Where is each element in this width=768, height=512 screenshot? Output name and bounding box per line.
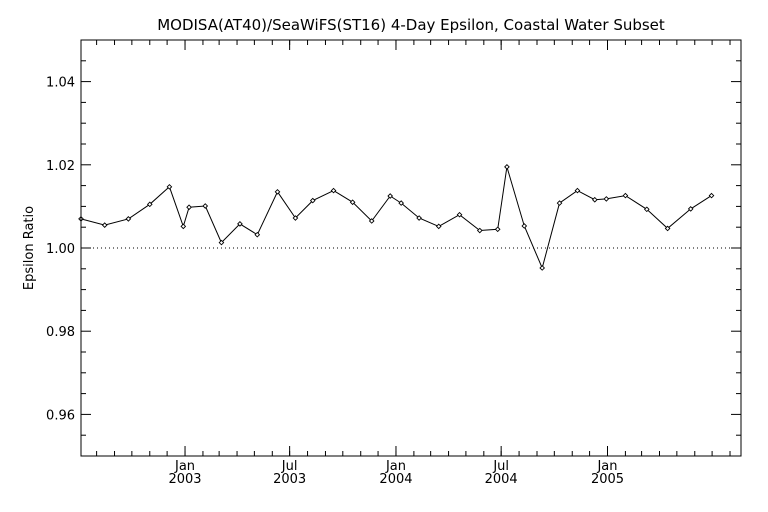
x-tick-month-label: Jan bbox=[174, 459, 195, 474]
data-point bbox=[398, 200, 405, 206]
data-point bbox=[603, 196, 610, 202]
data-point bbox=[539, 265, 546, 271]
data-point bbox=[330, 187, 337, 194]
data-point bbox=[521, 223, 528, 229]
series-layer bbox=[78, 164, 715, 271]
data-point bbox=[349, 199, 356, 206]
x-tick-month-label: Jan bbox=[385, 459, 406, 474]
data-point bbox=[687, 206, 694, 212]
data-point bbox=[387, 193, 394, 199]
data-point bbox=[101, 222, 108, 228]
data-point bbox=[556, 200, 563, 206]
x-tick-month-label: Jul bbox=[492, 459, 509, 474]
plot-frame bbox=[80, 39, 742, 457]
x-tick-year-label: 2004 bbox=[485, 472, 518, 487]
data-point bbox=[202, 203, 209, 209]
x-tick-month-label: Jul bbox=[281, 459, 298, 474]
chart-title: MODISA(AT40)/SeaWiFS(ST16) 4-Day Epsilon… bbox=[157, 16, 665, 34]
y-axis-label: Epsilon Ratio bbox=[22, 206, 37, 290]
x-tick-year-label: 2004 bbox=[379, 472, 412, 487]
data-point bbox=[292, 215, 299, 221]
data-point bbox=[218, 239, 225, 246]
x-tick-year-label: 2003 bbox=[168, 472, 201, 487]
series-line bbox=[80, 166, 712, 270]
data-point bbox=[186, 204, 192, 211]
data-point bbox=[504, 164, 510, 170]
x-tick-year-label: 2005 bbox=[591, 472, 624, 487]
data-point bbox=[237, 221, 243, 227]
data-point bbox=[180, 223, 187, 230]
y-tick-label: 1.00 bbox=[46, 242, 75, 257]
data-point bbox=[643, 206, 650, 213]
data-point bbox=[591, 196, 598, 203]
data-point bbox=[494, 226, 501, 233]
data-point bbox=[574, 187, 581, 194]
data-point bbox=[274, 189, 281, 195]
y-tick-label: 0.96 bbox=[46, 408, 75, 423]
data-point bbox=[125, 216, 132, 222]
y-tick-label: 1.04 bbox=[46, 76, 75, 91]
data-point bbox=[368, 218, 375, 224]
data-point bbox=[476, 227, 483, 234]
x-tick-month-label: Jan bbox=[596, 459, 617, 474]
data-point bbox=[622, 192, 629, 199]
data-point bbox=[309, 197, 316, 204]
axis-layer: 0.960.981.001.021.04Jan2003Jul2003Jan200… bbox=[46, 39, 741, 487]
data-point bbox=[435, 223, 442, 230]
x-tick-year-label: 2003 bbox=[273, 472, 306, 487]
data-point bbox=[664, 225, 671, 232]
data-point bbox=[416, 215, 422, 221]
y-tick-label: 1.02 bbox=[46, 159, 75, 174]
data-point bbox=[708, 192, 715, 199]
data-point bbox=[254, 231, 261, 238]
y-tick-label: 0.98 bbox=[46, 325, 75, 340]
data-point bbox=[456, 211, 463, 218]
data-point bbox=[146, 201, 153, 208]
data-point bbox=[166, 184, 173, 190]
